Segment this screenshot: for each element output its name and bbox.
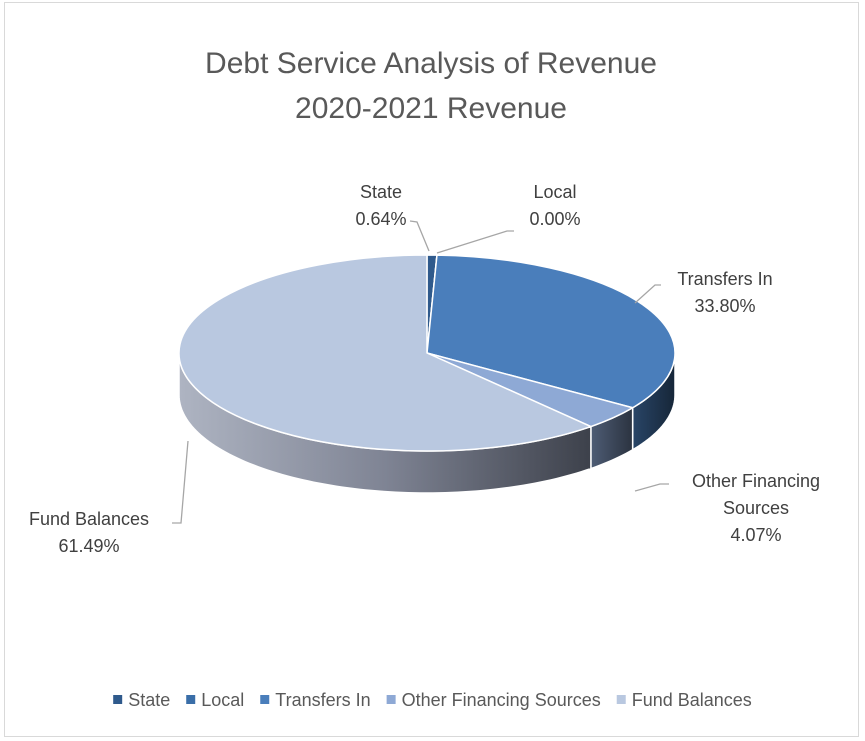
legend-label-fund-balances: Fund Balances [632,690,752,710]
legend-item-fund-balances: Fund Balances [616,690,752,710]
data-label-transfers-in: Transfers In 33.80% [677,269,772,316]
legend: State Local Transfers In Other Financing So… [113,690,752,710]
legend-label-other-financing-sources: Other Financing Sources [402,690,601,710]
legend-swatch-other-financing-sources [386,695,396,704]
data-label-state: State 0.64% [355,182,406,229]
legend-swatch-fund-balances [616,695,626,704]
pie-slice-fund-balances [178,254,592,452]
legend-item-other-financing-sources: Other Financing Sources [386,690,601,710]
legend-item-transfers-in: Transfers In [260,690,371,710]
pie-chart: Debt Service Analysis of Revenue 2020-20… [29,47,820,710]
legend-swatch-local [186,695,196,704]
chart-title-line-1: Debt Service Analysis of Revenue [205,47,657,80]
legend-swatch-state [113,695,123,704]
leader-line-state [409,220,430,252]
data-labels: State 0.64% Local 0.00% Transfers In 33.80% Ot… [29,182,820,556]
chart-area: Debt Service Analysis of Revenue 2020-20… [4,2,859,737]
pie-top-surface [178,254,676,452]
leader-line-transfers-in [634,284,661,304]
leader-line-fund-balances [172,440,189,524]
legend-label-transfers-in: Transfers In [275,690,370,710]
data-label-fund-balances: Fund Balances 61.49% [29,509,149,556]
leader-line-other-financing-sources [634,483,669,492]
data-label-other-financing-sources: Other Financing Sources 4.07% [692,471,820,545]
pie-slice-transfers-in [426,254,676,409]
leader-line-local [436,230,514,254]
legend-swatch-transfers-in [260,695,270,704]
legend-label-state: State [128,690,170,710]
legend-item-state: State [113,690,170,710]
legend-label-local: Local [201,690,244,710]
chart-title-line-2: 2020-2021 Revenue [295,92,567,125]
data-label-local: Local 0.00% [529,182,580,229]
chart-title: Debt Service Analysis of Revenue 2020-20… [205,47,657,125]
leader-lines [172,220,669,524]
legend-item-local: Local [186,690,244,710]
